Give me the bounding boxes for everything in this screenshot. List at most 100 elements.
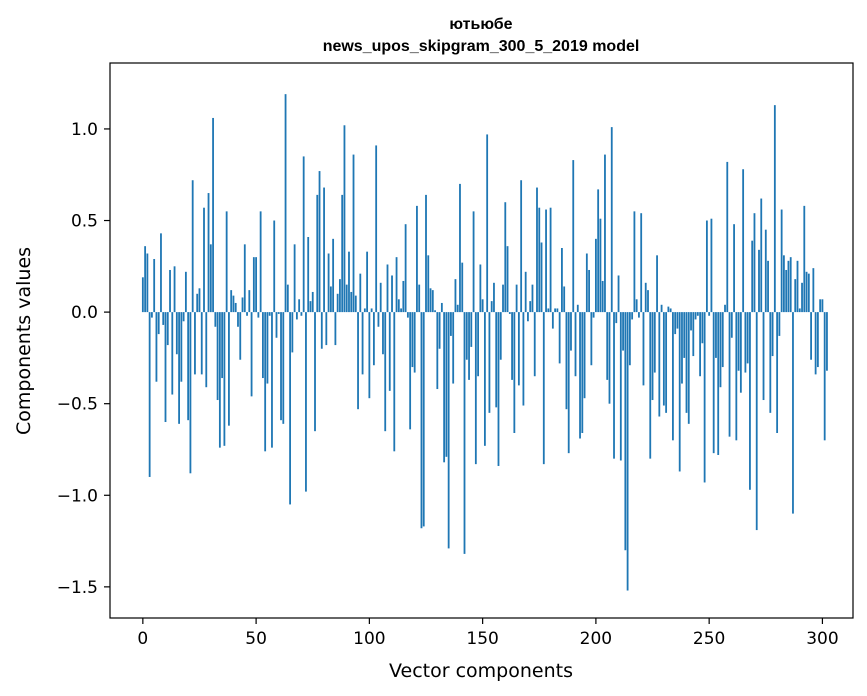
bar-187 [565,312,568,410]
bar-10 [164,312,167,423]
bar-174 [536,187,538,313]
bar-191 [574,312,577,377]
x-tick-label: 50 [245,629,267,649]
bar-109 [388,312,391,391]
bar-16 [178,312,180,424]
bar-285 [787,260,790,313]
bar-254 [717,312,720,455]
bar-120 [413,312,416,373]
bar-8 [160,233,162,313]
x-tick-label: 150 [466,629,498,649]
bar-269 [751,240,754,313]
bar-263 [737,312,740,371]
bar-149 [479,264,482,313]
bar-211 [619,312,622,461]
bar-21 [189,312,192,474]
bar-188 [567,312,570,454]
bar-117 [406,312,409,318]
bar-280 [776,312,779,433]
bar-57 [271,312,273,448]
bar-255 [719,312,722,388]
bar-100 [368,312,371,399]
bar-224 [649,312,652,459]
bar-273 [760,198,763,313]
bar-207 [610,127,613,313]
bar-192 [576,304,579,313]
bar-198 [590,312,593,366]
bar-218 [635,299,638,313]
bar-272 [758,249,760,313]
bar-157 [497,312,500,466]
bar-82 [327,253,330,313]
y-tick-label: −0.5 [57,395,98,415]
bar-200 [594,238,597,313]
bar-44 [241,297,244,313]
bar-148 [477,312,480,377]
bar-259 [728,312,731,437]
bar-286 [789,257,792,313]
bar-229 [660,304,663,313]
bar-6 [155,312,158,382]
bar-81 [325,312,328,346]
bar-52 [259,211,262,313]
y-axis-label: Components values [13,247,35,435]
bar-series [141,94,828,591]
bar-223 [647,290,649,313]
x-tick-label: 200 [580,629,612,649]
bar-248 [703,312,706,483]
bar-202 [599,218,602,313]
bar-178 [545,209,547,313]
bar-205 [606,312,609,380]
bar-194 [581,312,584,433]
bar-249 [705,220,708,313]
bar-69 [298,299,301,313]
bar-220 [640,213,643,313]
bar-33 [216,312,219,401]
bar-91 [348,251,350,313]
bar-245 [696,312,699,316]
bar-265 [742,169,745,313]
bar-36 [223,312,226,446]
bar-110 [391,275,393,313]
bar-165 [515,284,518,313]
bar-13 [171,312,174,395]
bar-143 [465,312,468,360]
bar-151 [483,312,486,446]
bar-15 [175,312,178,355]
bar-78 [318,171,321,313]
plot-frame [109,62,854,619]
bar-268 [749,312,751,490]
bar-37 [225,211,228,313]
bar-17 [180,312,183,382]
bar-264 [739,312,742,393]
bar-163 [511,312,513,380]
bar-14 [173,266,176,313]
bar-61 [280,312,282,421]
bar-125 [425,194,427,313]
bar-226 [653,312,656,373]
bar-228 [658,312,661,417]
bar-101 [370,308,373,313]
bar-87 [339,279,341,313]
bar-162 [508,312,511,314]
bar-97 [361,312,364,375]
bar-258 [726,161,729,313]
bar-199 [592,312,595,318]
bar-1 [144,246,147,313]
bar-190 [572,160,575,313]
bar-290 [798,308,801,313]
bar-43 [239,312,242,360]
bar-68 [295,312,298,320]
y-tick-label: −1.5 [57,578,98,598]
bar-281 [778,312,781,336]
bar-85 [334,312,337,346]
bar-158 [499,312,502,360]
bar-175 [538,207,541,313]
bar-20 [187,312,190,421]
bar-250 [708,312,711,316]
bar-112 [395,257,398,313]
bar-34 [218,312,221,448]
bar-167 [520,180,523,313]
bar-244 [694,312,697,320]
bar-134 [445,312,448,457]
